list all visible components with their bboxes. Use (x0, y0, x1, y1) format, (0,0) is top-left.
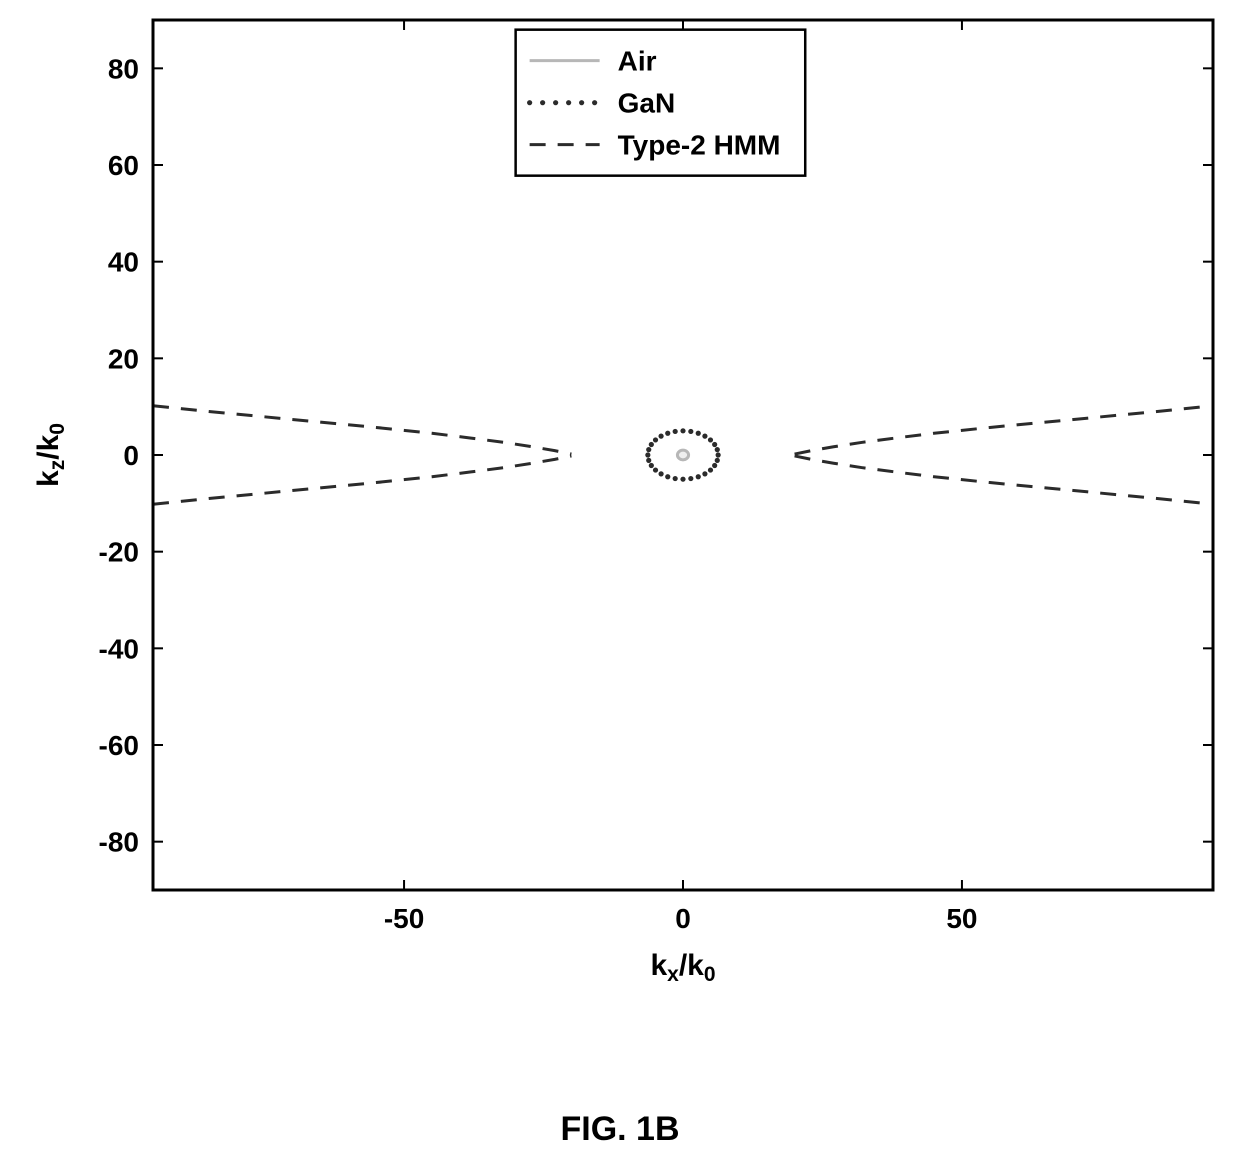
legend-label: Air (618, 45, 657, 76)
y-tick-label: -40 (99, 633, 139, 664)
isofrequency-chart: -50 0 50 -80 -60 -40 -20 0 20 40 60 80 kx/k0 kz/k0 Air… (0, 0, 1240, 1171)
y-tick-label: 80 (108, 53, 139, 84)
x-axis-label: kx/k0 (650, 949, 715, 986)
y-tick-label: 60 (108, 150, 139, 181)
legend-label: GaN (618, 87, 676, 118)
y-tick-label: -80 (99, 827, 139, 858)
legend-label: Type-2 HMM (618, 129, 781, 160)
y-tick-label: -60 (99, 730, 139, 761)
y-tick-label: 40 (108, 247, 139, 278)
legend: Air GaN Type-2 HMM (516, 30, 806, 176)
x-tick-label: -50 (384, 903, 424, 934)
figure-container: -50 0 50 -80 -60 -40 -20 0 20 40 60 80 kx/k0 kz/k0 Air… (0, 0, 1240, 1171)
figure-caption: FIG. 1B (0, 1110, 1240, 1149)
x-tick-label: 50 (946, 903, 977, 934)
y-tick-label: -20 (99, 537, 139, 568)
series-air (677, 450, 688, 460)
y-tick-label: 20 (108, 343, 139, 374)
x-tick-label: 0 (675, 903, 691, 934)
y-tick-label: 0 (123, 440, 139, 471)
y-axis-label: kz/k0 (32, 423, 69, 487)
